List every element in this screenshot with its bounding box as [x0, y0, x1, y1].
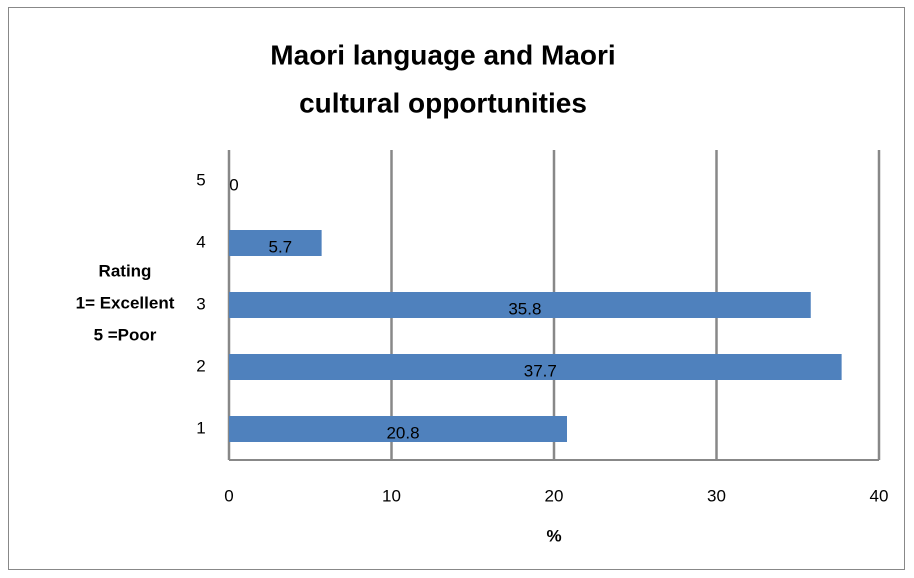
x-tick-label: 30	[707, 486, 726, 505]
bar	[229, 230, 322, 256]
y-tick-label: 3	[196, 294, 205, 313]
x-tick-label: 0	[224, 486, 233, 505]
y-tick-label: 2	[196, 356, 205, 375]
data-label: 0	[229, 175, 238, 194]
y-axis-label: 5 =Poor	[94, 325, 157, 344]
x-tick-label: 40	[870, 486, 889, 505]
x-tick-label: 10	[382, 486, 401, 505]
chart-title: Maori language and Maori	[270, 39, 615, 70]
bar	[229, 416, 567, 442]
x-axis-label: %	[546, 526, 561, 545]
data-label: 35.8	[508, 299, 541, 318]
y-axis-label: 1= Excellent	[76, 293, 175, 312]
chart-title: cultural opportunities	[299, 87, 587, 118]
y-tick-label: 1	[196, 418, 205, 437]
y-tick-label: 5	[196, 170, 205, 189]
chart-border	[8, 7, 905, 570]
data-label: 5.7	[268, 237, 292, 256]
x-tick-label: 20	[545, 486, 564, 505]
y-axis-label: Rating	[99, 261, 152, 280]
y-tick-label: 4	[196, 232, 205, 251]
bar	[229, 354, 842, 380]
data-label: 20.8	[386, 423, 419, 442]
data-label: 37.7	[524, 361, 557, 380]
bar	[229, 292, 811, 318]
